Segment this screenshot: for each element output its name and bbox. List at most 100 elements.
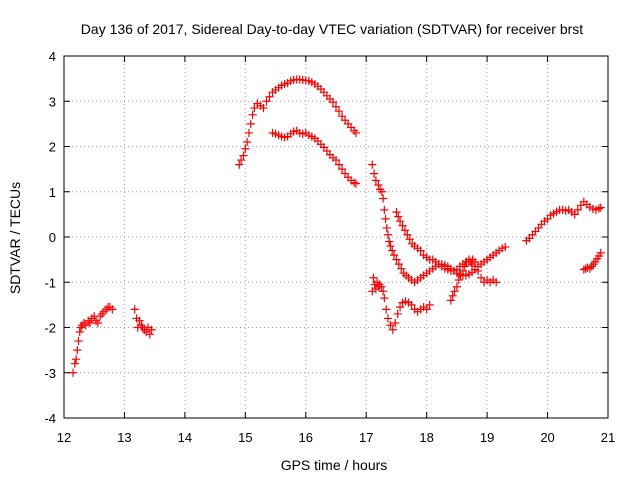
- data-point: [280, 79, 289, 89]
- data-point: [380, 293, 389, 303]
- data-point: [351, 179, 361, 188]
- y-tick-label: 2: [49, 140, 56, 155]
- data-point: [454, 275, 463, 285]
- data-point: [470, 257, 480, 266]
- data-point: [316, 84, 325, 94]
- data-point: [596, 248, 605, 257]
- data-point: [531, 227, 540, 236]
- data-point: [379, 287, 388, 296]
- data-point: [458, 266, 468, 276]
- data-point: [525, 234, 534, 243]
- data-point: [576, 201, 585, 210]
- data-point: [340, 116, 350, 125]
- data-point: [452, 282, 461, 291]
- data-point: [403, 230, 412, 239]
- data-point: [286, 76, 295, 85]
- data-point: [416, 246, 425, 255]
- data-point: [382, 305, 391, 314]
- data-point: [401, 297, 410, 306]
- data-point: [340, 169, 350, 178]
- x-tick-label: 15: [238, 430, 252, 445]
- data-point: [319, 143, 329, 152]
- data-point: [377, 187, 387, 196]
- data-point: [422, 305, 431, 314]
- series-segment-4-dip: [446, 255, 480, 305]
- data-points: [68, 75, 605, 377]
- data-point: [85, 318, 95, 328]
- data-point: [68, 368, 78, 377]
- data-point: [534, 223, 543, 233]
- data-point: [570, 210, 579, 219]
- x-tick-label: 19: [480, 430, 494, 445]
- data-point: [331, 155, 341, 165]
- data-point: [75, 327, 84, 337]
- series-segment-2: [130, 305, 156, 339]
- x-tick-label: 20: [540, 430, 554, 445]
- data-point: [325, 94, 335, 104]
- data-point: [334, 160, 344, 169]
- data-point: [383, 314, 393, 323]
- data-point: [392, 255, 401, 264]
- data-point: [476, 273, 486, 282]
- axis-ticks: [63, 55, 609, 419]
- chart-title: Day 136 of 2017, Sidereal Day-to-day VTE…: [81, 21, 583, 37]
- data-point: [579, 265, 588, 274]
- data-point: [573, 205, 582, 214]
- data-point: [74, 336, 83, 346]
- data-point: [313, 136, 322, 146]
- data-point: [377, 282, 386, 291]
- y-tick-label: -4: [44, 411, 56, 426]
- data-point: [277, 81, 286, 90]
- data-point: [246, 119, 255, 128]
- data-point: [237, 155, 246, 165]
- data-point: [268, 128, 277, 138]
- data-point: [337, 165, 347, 174]
- y-axis-label: SDTVAR / TECUs: [7, 182, 23, 294]
- x-tick-label: 21: [601, 430, 615, 445]
- data-point: [596, 203, 605, 212]
- y-tick-label: 4: [49, 49, 56, 64]
- y-tick-label: -2: [44, 321, 56, 336]
- data-point: [371, 176, 380, 185]
- data-point: [394, 260, 403, 269]
- grid-lines: [64, 56, 608, 418]
- data-point: [147, 325, 156, 334]
- data-point: [456, 271, 465, 280]
- data-point: [369, 273, 378, 282]
- data-point: [235, 160, 244, 169]
- data-point: [130, 305, 139, 314]
- data-point: [389, 251, 399, 260]
- data-point: [543, 214, 552, 223]
- data-point: [369, 169, 379, 178]
- data-point: [561, 206, 570, 215]
- series-segment-5: [522, 197, 605, 245]
- x-tick-label: 14: [178, 430, 192, 445]
- series-segment-3-lower: [268, 126, 361, 188]
- data-point: [449, 266, 458, 276]
- data-point: [383, 230, 393, 239]
- data-point: [319, 88, 329, 97]
- data-point: [81, 321, 90, 330]
- data-point: [304, 76, 313, 85]
- data-point: [455, 270, 465, 279]
- data-point: [241, 144, 250, 153]
- series-segment-4-low: [368, 273, 434, 334]
- data-point: [343, 119, 353, 128]
- data-point: [379, 194, 388, 203]
- data-point: [591, 205, 601, 214]
- y-tick-label: 0: [49, 230, 56, 245]
- y-tick-labels: -4 -3 -2 -1 0 1 2 3 4: [44, 49, 56, 426]
- data-point: [250, 103, 259, 113]
- data-point: [395, 217, 405, 226]
- data-point: [382, 223, 391, 233]
- data-point: [443, 265, 452, 274]
- y-tick-label: -3: [44, 366, 56, 381]
- data-point: [381, 214, 390, 223]
- y-tick-label: 1: [49, 185, 56, 200]
- data-point: [322, 146, 332, 156]
- x-tick-label: 13: [117, 430, 131, 445]
- data-point: [70, 359, 79, 368]
- data-point: [343, 173, 353, 182]
- data-point: [385, 237, 394, 246]
